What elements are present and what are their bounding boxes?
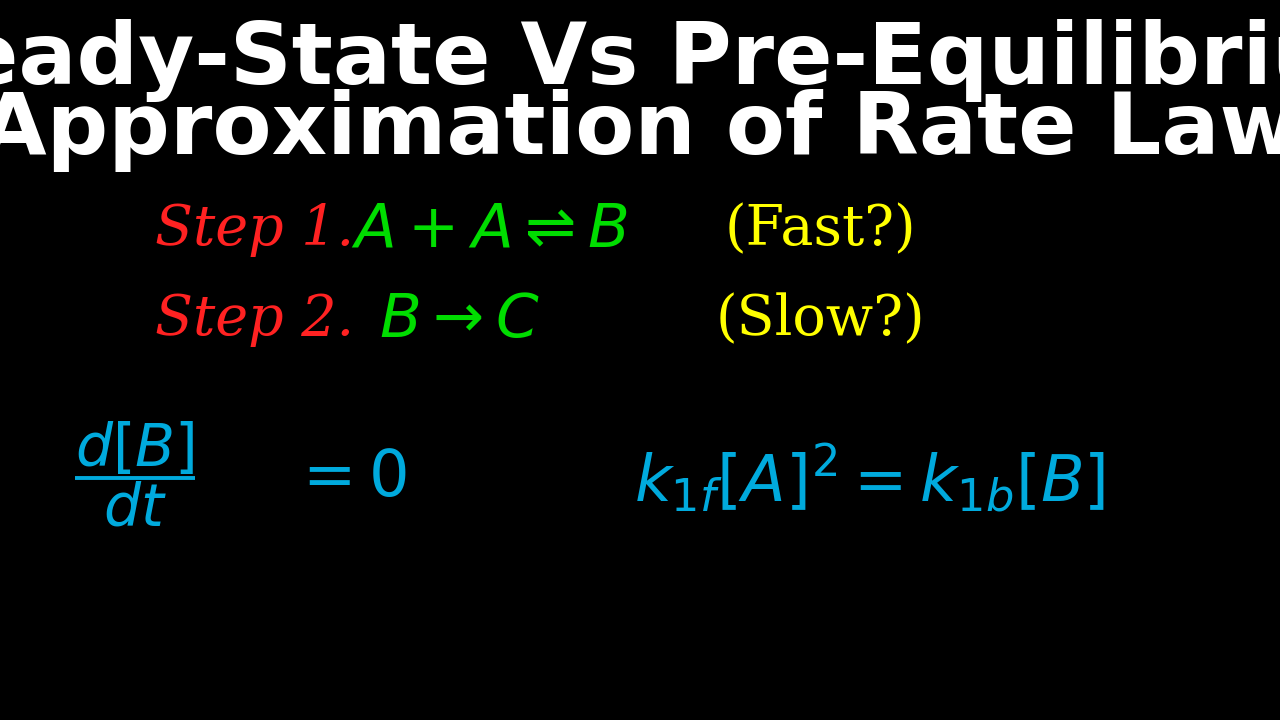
Text: (Fast?): (Fast?) — [724, 202, 915, 257]
Text: Steady-State Vs Pre-Equilibrium: Steady-State Vs Pre-Equilibrium — [0, 19, 1280, 102]
Text: $\mathit{A + A \rightleftharpoons B}$: $\mathit{A + A \rightleftharpoons B}$ — [352, 200, 628, 260]
Text: $\mathit{dt}$: $\mathit{dt}$ — [104, 482, 166, 538]
Text: (Slow?): (Slow?) — [716, 292, 925, 347]
Text: $= 0$: $= 0$ — [291, 447, 407, 508]
Text: Step 2.: Step 2. — [155, 292, 355, 347]
Text: $\mathit{k_{1f}[A]^2 = k_{1b}[B]}$: $\mathit{k_{1f}[A]^2 = k_{1b}[B]}$ — [635, 441, 1106, 515]
Text: $\mathit{d[B]}$: $\mathit{d[B]}$ — [76, 421, 195, 479]
Text: Step 1.: Step 1. — [155, 202, 355, 257]
Text: $\mathit{B \rightarrow C}$: $\mathit{B \rightarrow C}$ — [379, 290, 540, 350]
Text: Approximation of Rate Law: Approximation of Rate Law — [0, 89, 1280, 171]
